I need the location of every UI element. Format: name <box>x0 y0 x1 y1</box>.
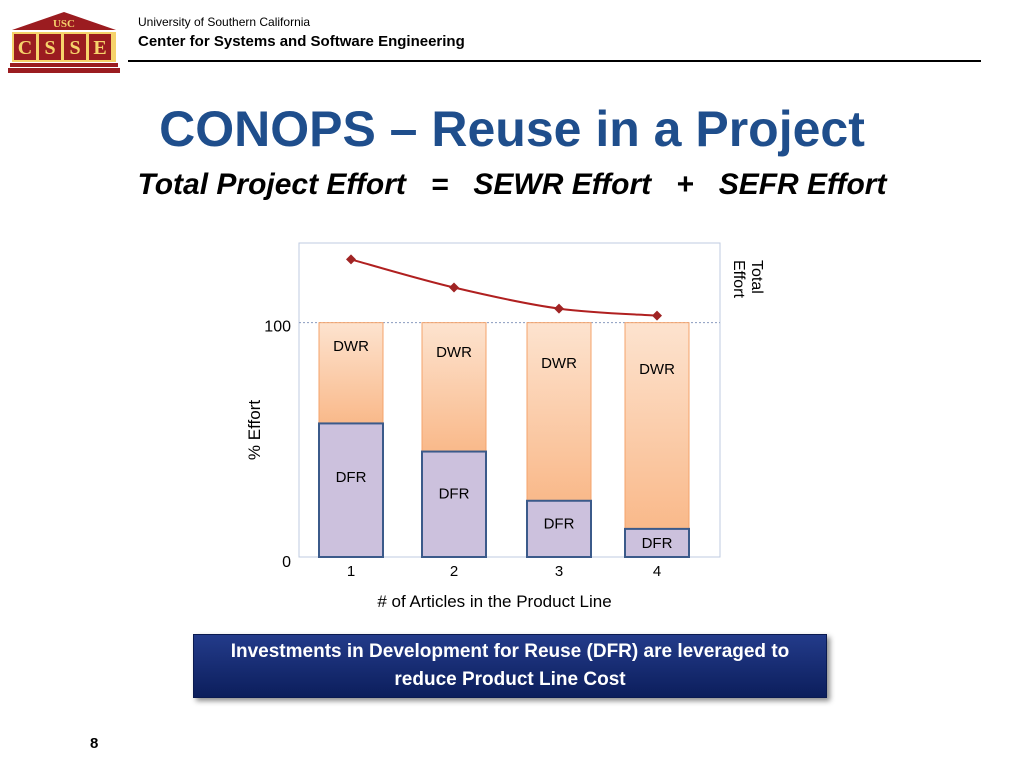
bar-dwr-1 <box>318 322 384 424</box>
total-effort-line <box>350 258 658 317</box>
logo-letter: S <box>44 37 55 59</box>
bar-dfr-4 <box>624 527 690 558</box>
bar-label-dfr-4: DFR <box>642 535 673 552</box>
bar-label-dwr-4: DWR <box>639 361 675 378</box>
logo-letter: C <box>18 37 32 59</box>
center-name: Center for Systems and Software Engineer… <box>138 33 465 50</box>
bar-dwr-4 <box>624 322 690 530</box>
total-effort-marker-1 <box>346 254 356 265</box>
effort-chart: DWR DFR 1 DWR DFR 2 DWR DFR 3 DWR DFR 4 0 100 % Effort… <box>245 242 765 611</box>
logo-usc-text: USC <box>53 18 75 30</box>
logo-letter: S <box>69 37 80 59</box>
x-axis-title: # of Articles in the Product Line <box>377 592 611 611</box>
x-tick-label-4: 4 <box>653 563 661 580</box>
y-tick-label-0: 0 <box>282 554 291 571</box>
logo-letter: E <box>93 37 106 59</box>
x-tick-label-1: 1 <box>347 563 355 580</box>
bar-label-dfr-2: DFR <box>439 486 470 503</box>
logo-roof <box>12 12 116 30</box>
bar-dfr-3 <box>526 499 592 559</box>
y-axis-title: % Effort <box>245 400 264 460</box>
bar-dwr-3 <box>526 322 592 502</box>
slide-title: CONOPS – Reuse in a Project <box>159 101 865 157</box>
x-tick-label-2: 2 <box>450 563 458 580</box>
page-number: 8 <box>90 735 99 752</box>
bar-dwr-2 <box>421 322 487 453</box>
bar-label-dwr-3: DWR <box>541 355 577 372</box>
bar-label-dwr-1: DWR <box>333 338 369 355</box>
bar-label-dfr-1: DFR <box>336 469 367 486</box>
bar-dfr-2 <box>421 450 487 559</box>
slide-subtitle: Total Project Effort = SEWR Effort + SEF… <box>137 168 887 201</box>
header-divider <box>128 60 981 62</box>
x-tick-label-3: 3 <box>555 563 563 580</box>
bar-dfr-1 <box>318 422 384 558</box>
university-name: University of Southern California <box>138 15 311 29</box>
callout-box: Investments in Development for Reuse (DF… <box>193 634 827 698</box>
total-effort-marker-4 <box>652 310 662 321</box>
y-tick-label-100: 100 <box>264 319 291 336</box>
bar-label-dwr-2: DWR <box>436 344 472 361</box>
bar-label-dfr-3: DFR <box>544 515 575 532</box>
total-effort-marker-3 <box>554 303 564 314</box>
plot-area <box>298 242 721 558</box>
line-series-label: TotalEffort <box>730 260 765 299</box>
usc-csse-logo: USC C S S E <box>8 12 120 73</box>
total-effort-marker-2 <box>449 282 459 293</box>
